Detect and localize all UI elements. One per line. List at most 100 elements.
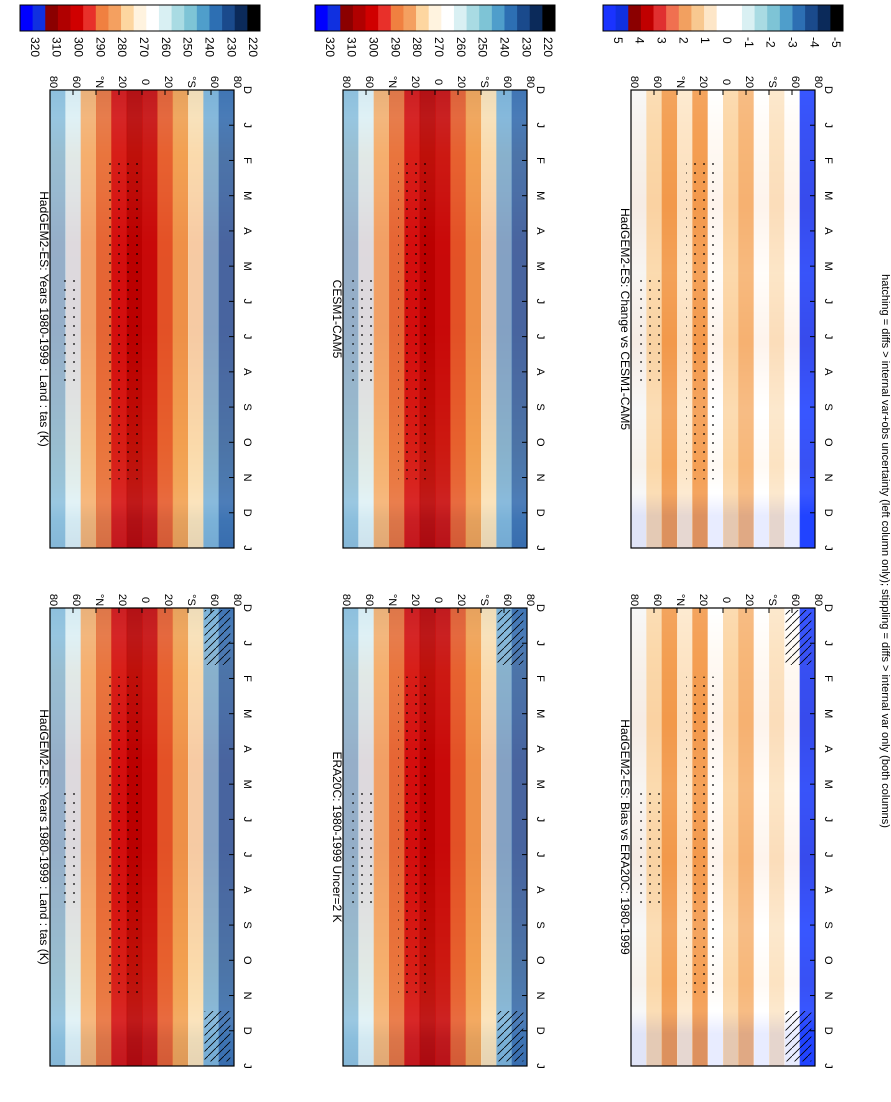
colorbar-swatch bbox=[378, 5, 392, 31]
colorbar-swatch bbox=[222, 5, 236, 31]
colorbar-swatch bbox=[716, 5, 730, 31]
month-tick-label: O bbox=[822, 438, 834, 447]
month-tick-label: S bbox=[534, 921, 546, 928]
month-tick-label: J bbox=[534, 545, 546, 551]
month-tick-label: S bbox=[822, 921, 834, 928]
colorbar-abs-mid: 320 310 300 290 280 270 260 250 240 230 220 bbox=[314, 4, 556, 57]
lat-tick-label: 0 bbox=[139, 597, 151, 603]
month-tick-label: J bbox=[241, 545, 253, 551]
colorbar-label: 0 bbox=[720, 37, 734, 44]
lat-band bbox=[753, 90, 770, 548]
month-tick-label: D bbox=[822, 86, 834, 94]
colorbar-swatch bbox=[830, 5, 844, 31]
stippling-overlay bbox=[59, 273, 82, 388]
lat-band bbox=[784, 90, 801, 548]
colorbar-swatch bbox=[209, 5, 223, 31]
colorbar-label: 300 bbox=[72, 37, 86, 57]
lat-tick-label: 60 bbox=[70, 76, 82, 88]
lat-tick-label: 60 bbox=[208, 594, 220, 606]
month-tick-label: J bbox=[822, 817, 834, 823]
month-tick-label: M bbox=[822, 191, 834, 200]
lat-tick-label: 20 bbox=[455, 594, 467, 606]
lat-tick-label: 0 bbox=[720, 597, 732, 603]
lat-tick-label: 0 bbox=[432, 597, 444, 603]
colorbar-swatch bbox=[453, 5, 467, 31]
colorbar-label: 280 bbox=[410, 37, 424, 57]
colorbar-label: -2 bbox=[764, 37, 778, 48]
colorbar-swatch bbox=[95, 5, 109, 31]
month-tick-label: D bbox=[822, 604, 834, 612]
month-tick-label: M bbox=[241, 709, 253, 718]
lat-tick-label: 60 bbox=[501, 594, 513, 606]
stippling-overlay bbox=[686, 676, 720, 998]
lat-tick-label: °S bbox=[766, 594, 778, 606]
colorbar-swatch bbox=[729, 5, 743, 31]
lat-tick-label: °N bbox=[386, 76, 398, 88]
colorbar-swatch bbox=[315, 5, 329, 31]
colorbar-label: 300 bbox=[367, 37, 381, 57]
month-tick-label: O bbox=[534, 956, 546, 965]
lat-tick-label: 80 bbox=[628, 76, 640, 88]
colorbar-swatch bbox=[615, 5, 629, 31]
month-tick-label: J bbox=[822, 1063, 834, 1069]
panel-title: HadGEM2-ES: Change vs CESM1-CAM5 bbox=[618, 208, 632, 430]
colorbar-swatch bbox=[628, 5, 642, 31]
month-tick-label: N bbox=[241, 992, 253, 1000]
lat-band bbox=[511, 608, 528, 1066]
month-tick-label: A bbox=[822, 886, 834, 894]
month-tick-label: N bbox=[534, 992, 546, 1000]
month-tick-label: A bbox=[534, 886, 546, 894]
panel-6: D J F M A M J J A S O N D J 80 60 °N 20 0 20 °S 60 80 HadGEM2-E… bbox=[618, 76, 834, 551]
month-tick-label: J bbox=[241, 1063, 253, 1069]
lat-tick-label: 80 bbox=[340, 594, 352, 606]
colorbar-swatch bbox=[704, 5, 718, 31]
lat-tick-label: °S bbox=[766, 76, 778, 88]
month-tick-label: J bbox=[241, 299, 253, 305]
lat-band bbox=[496, 90, 513, 548]
colorbar-swatch bbox=[741, 5, 755, 31]
month-tick-label: S bbox=[822, 403, 834, 410]
month-tick-label: S bbox=[241, 403, 253, 410]
month-tick-label: J bbox=[534, 122, 546, 128]
lat-band bbox=[50, 90, 66, 548]
month-tick-label: J bbox=[241, 852, 253, 858]
lat-band bbox=[481, 90, 497, 548]
lat-band bbox=[450, 90, 467, 548]
colorbar-swatch bbox=[817, 5, 831, 31]
panel-2: D J F M A M J J A S O N D J 80 60 °N 20 0 20 °S 60 80 HadGEM2-E… bbox=[37, 76, 253, 551]
lat-band bbox=[142, 90, 158, 548]
colorbar-swatch bbox=[691, 5, 705, 31]
colorbar-swatch bbox=[171, 5, 185, 31]
colorbars: 320 310 300 290 280 270 260 250 240 230 220 320 310 3… bbox=[19, 4, 844, 57]
lat-tick-label: 80 bbox=[628, 594, 640, 606]
month-tick-label: A bbox=[822, 227, 834, 235]
month-tick-label: J bbox=[534, 640, 546, 646]
colorbar-label: 320 bbox=[323, 37, 337, 57]
lat-tick-label: °S bbox=[478, 594, 490, 606]
month-tick-label: A bbox=[241, 745, 253, 753]
lat-band bbox=[343, 90, 359, 548]
lat-tick-label: 20 bbox=[162, 594, 174, 606]
month-tick-label: N bbox=[822, 992, 834, 1000]
lat-band bbox=[661, 608, 678, 1066]
month-tick-label: J bbox=[822, 299, 834, 305]
month-tick-label: M bbox=[534, 709, 546, 718]
lat-band bbox=[799, 608, 816, 1066]
month-tick-label: F bbox=[534, 157, 546, 164]
month-tick-label: J bbox=[534, 299, 546, 305]
month-tick-label: D bbox=[534, 1027, 546, 1035]
colorbar-swatch bbox=[754, 5, 768, 31]
hatching-overlay bbox=[497, 610, 524, 665]
lat-tick-label: 80 bbox=[812, 594, 824, 606]
lat-tick-label: 20 bbox=[697, 594, 709, 606]
colorbar-swatch bbox=[327, 5, 341, 31]
colorbar-label: 220 bbox=[246, 37, 260, 57]
colorbar-swatch bbox=[184, 5, 198, 31]
month-tick-label: J bbox=[241, 334, 253, 340]
hatching-overlay bbox=[204, 610, 231, 665]
lat-band bbox=[80, 608, 97, 1066]
lat-band bbox=[373, 90, 390, 548]
month-tick-label: D bbox=[241, 86, 253, 94]
lat-band bbox=[784, 608, 801, 1066]
